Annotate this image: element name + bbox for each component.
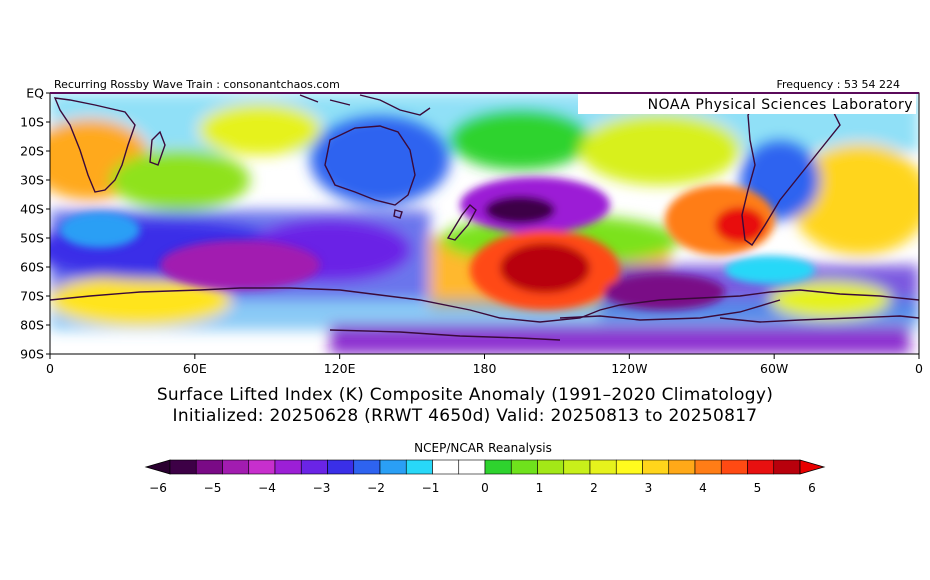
colorbar xyxy=(144,459,826,475)
colorbar-segment xyxy=(747,459,775,475)
colorbar-segment xyxy=(720,459,748,475)
colorbar-segment xyxy=(642,459,670,475)
colorbar-segment xyxy=(510,459,538,475)
colorbar-segment xyxy=(300,459,328,475)
colorbar-segment xyxy=(195,459,223,475)
lat-label: 90S xyxy=(20,347,44,362)
lon-label: 60E xyxy=(183,361,207,376)
lat-label: 70S xyxy=(20,289,44,304)
lon-label: 180 xyxy=(473,361,497,376)
colorbar-segment xyxy=(563,459,591,475)
colorbar-high-arrow xyxy=(799,459,826,475)
lat-label: 10S xyxy=(20,115,44,130)
colorbar-tick-label: −2 xyxy=(367,481,385,495)
lat-label: 20S xyxy=(20,144,44,159)
colorbar-segment xyxy=(353,459,381,475)
lat-label: EQ xyxy=(26,86,44,101)
colorbar-segment xyxy=(327,459,355,475)
watermark-text: NOAA Physical Sciences Laboratory xyxy=(648,97,913,113)
colorbar-tick-label: −1 xyxy=(422,481,440,495)
colorbar-segment xyxy=(405,459,433,475)
colorbar-segment xyxy=(484,459,512,475)
longitude-axis: 0 60E 120E 180 120W 60W 0 xyxy=(46,354,923,376)
colorbar-tick-label: 0 xyxy=(481,481,489,495)
colorbar-tick-label: 6 xyxy=(808,481,816,495)
colorbar-low-arrow xyxy=(144,459,171,475)
lat-label: 80S xyxy=(20,318,44,333)
anomaly-field xyxy=(50,93,919,354)
lon-label: 60W xyxy=(760,361,788,376)
header-right-text: Frequency : 53 54 224 xyxy=(776,78,900,91)
lat-label: 50S xyxy=(20,231,44,246)
title-line-1: Surface Lifted Index (K) Composite Anoma… xyxy=(156,385,774,405)
colorbar-segment xyxy=(668,459,696,475)
colorbar-segment xyxy=(615,459,643,475)
colorbar-tick-label: 5 xyxy=(754,481,762,495)
colorbar-segment xyxy=(169,459,197,475)
colorbar-segment xyxy=(537,459,565,475)
colorbar-segment xyxy=(379,459,407,475)
lat-label: 40S xyxy=(20,202,44,217)
lat-label: 60S xyxy=(20,260,44,275)
colorbar-tick-label: −6 xyxy=(149,481,167,495)
lat-label: 30S xyxy=(20,173,44,188)
colorbar-segment xyxy=(432,459,460,475)
colorbar-segment xyxy=(248,459,276,475)
colorbar-tick-labels: −6 −5 −4 −3 −2 −1 0 1 2 3 4 5 6 xyxy=(149,481,816,495)
colorbar-segment xyxy=(694,459,722,475)
colorbar-tick-label: −3 xyxy=(313,481,331,495)
colorbar-tick-label: 3 xyxy=(645,481,653,495)
colorbar-segment xyxy=(589,459,617,475)
colorbar-segment xyxy=(773,459,801,475)
colorbar-segment xyxy=(458,459,486,475)
header-left-text: Recurring Rossby Wave Train : consonantc… xyxy=(54,78,340,91)
coastlines xyxy=(50,94,919,341)
colorbar-segment xyxy=(222,459,250,475)
colorbar-tick-label: −4 xyxy=(258,481,276,495)
colorbar-tick-label: 2 xyxy=(590,481,598,495)
dataset-label: NCEP/NCAR Reanalysis xyxy=(414,441,552,455)
colorbar-segment xyxy=(274,459,302,475)
title-line-2: Initialized: 20250628 (RRWT 4650d) Valid… xyxy=(172,406,758,426)
lon-label: 0 xyxy=(46,361,54,376)
colorbar-tick-label: −5 xyxy=(204,481,222,495)
lon-label: 120W xyxy=(611,361,647,376)
lon-label: 0 xyxy=(915,361,923,376)
colorbar-tick-label: 4 xyxy=(699,481,707,495)
latitude-axis: EQ 10S 20S 30S 40S 50S 60S 70S 80S 90S xyxy=(20,86,50,362)
lon-label: 120E xyxy=(324,361,356,376)
colorbar-tick-label: 1 xyxy=(536,481,544,495)
